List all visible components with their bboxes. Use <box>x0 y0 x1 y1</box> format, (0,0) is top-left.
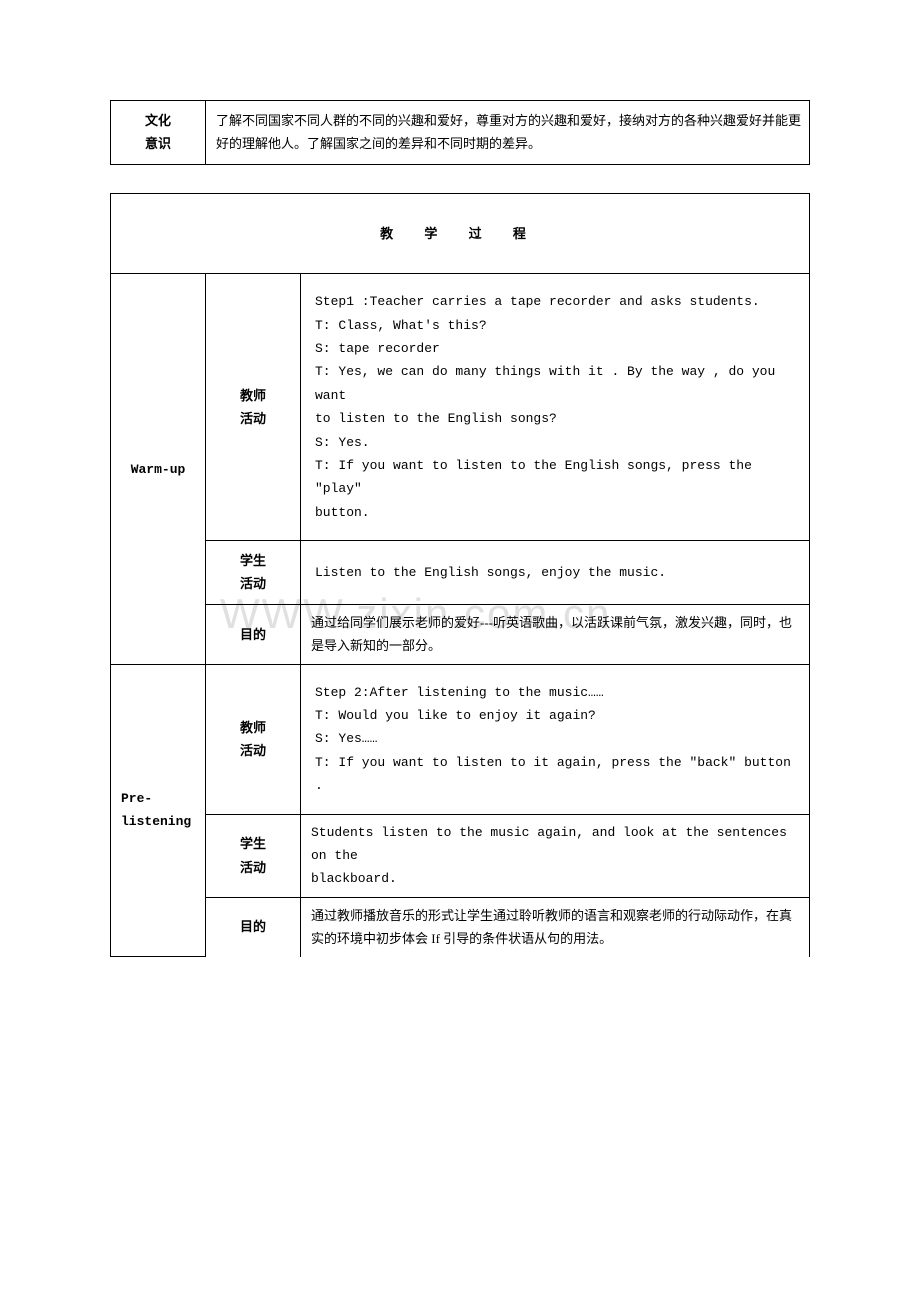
content-cell: 通过教师播放音乐的形式让学生通过聆听教师的语言和观察老师的行动际动作，在真实的环… <box>301 897 810 956</box>
line-text: Students listen to the music again, and … <box>311 821 803 868</box>
line-text: T: If you want to listen to it again, pr… <box>315 751 797 798</box>
sublabel-cell: 学生 活动 <box>206 541 301 605</box>
line-text: blackboard. <box>311 867 803 890</box>
table-row: 目的 通过教师播放音乐的形式让学生通过聆听教师的语言和观察老师的行动际动作，在真… <box>111 897 810 956</box>
sublabel-cell: 目的 <box>206 897 301 956</box>
label-text: 意识 <box>117 132 199 155</box>
content-text: 通过给同学们展示老师的爱好---听英语歌曲，以活跃课前气氛，激发兴趣，同时，也是… <box>311 615 792 653</box>
table-culture: 文化 意识 了解不同国家不同人群的不同的兴趣和爱好，尊重对方的兴趣和爱好，接纳对… <box>110 100 810 165</box>
sublabel-text: 学生 <box>212 549 294 572</box>
content-cell: Listen to the English songs, enjoy the m… <box>301 541 810 605</box>
line-text: Step1 :Teacher carries a tape recorder a… <box>315 290 797 313</box>
page-container: 文化 意识 了解不同国家不同人群的不同的兴趣和爱好，尊重对方的兴趣和爱好，接纳对… <box>0 0 920 997</box>
table-teaching-process: 教 学 过 程 Warm-up 教师 活动 Step1 :Teacher car… <box>110 193 810 957</box>
table-row: 学生 活动 Listen to the English songs, enjoy… <box>111 541 810 605</box>
line-text: S: Yes. <box>315 431 797 454</box>
line-text: Listen to the English songs, enjoy the m… <box>315 561 797 584</box>
section-name: listening <box>117 810 199 833</box>
sublabel-cell: 教师 活动 <box>206 664 301 814</box>
sublabel-cell: 学生 活动 <box>206 814 301 897</box>
line-text: T: Yes, we can do many things with it . … <box>315 360 797 407</box>
table-row: 教 学 过 程 <box>111 193 810 273</box>
line-text: T: Class, What's this? <box>315 314 797 337</box>
culture-content-cell: 了解不同国家不同人群的不同的兴趣和爱好，尊重对方的兴趣和爱好，接纳对方的各种兴趣… <box>206 101 810 165</box>
sublabel-cell: 教师 活动 <box>206 274 301 541</box>
sublabel-text: 学生 <box>212 832 294 855</box>
label-text: 文化 <box>117 109 199 132</box>
sublabel-cell: 目的 <box>206 604 301 664</box>
header-text: 教 学 过 程 <box>380 226 540 241</box>
sublabel-text: 教师 <box>212 716 294 739</box>
table-row: Warm-up 教师 活动 Step1 :Teacher carries a t… <box>111 274 810 541</box>
section-label-cell: Pre- listening <box>111 664 206 956</box>
content-text: 通过教师播放音乐的形式让学生通过聆听教师的语言和观察老师的行动际动作，在真实的环… <box>311 908 792 946</box>
line-text: S: tape recorder <box>315 337 797 360</box>
table-row: 目的 通过给同学们展示老师的爱好---听英语歌曲，以活跃课前气氛，激发兴趣，同时… <box>111 604 810 664</box>
sublabel-text: 目的 <box>212 915 294 938</box>
content-text: 了解不同国家不同人群的不同的兴趣和爱好，尊重对方的兴趣和爱好，接纳对方的各种兴趣… <box>216 113 801 151</box>
table-row: Pre- listening 教师 活动 Step 2:After listen… <box>111 664 810 814</box>
sublabel-text: 活动 <box>212 856 294 879</box>
culture-label-cell: 文化 意识 <box>111 101 206 165</box>
section-label-cell: Warm-up <box>111 274 206 664</box>
section-name: Warm-up <box>131 462 186 477</box>
line-text: Step 2:After listening to the music…… <box>315 681 797 704</box>
content-cell: Step 2:After listening to the music…… T:… <box>301 664 810 814</box>
content-cell: Students listen to the music again, and … <box>301 814 810 897</box>
section-name: Pre- <box>117 787 199 810</box>
table-row: 学生 活动 Students listen to the music again… <box>111 814 810 897</box>
header-cell: 教 学 过 程 <box>111 193 810 273</box>
line-text: T: Would you like to enjoy it again? <box>315 704 797 727</box>
sublabel-text: 活动 <box>212 572 294 595</box>
line-text: button. <box>315 501 797 524</box>
table-row: 文化 意识 了解不同国家不同人群的不同的兴趣和爱好，尊重对方的兴趣和爱好，接纳对… <box>111 101 810 165</box>
line-text: S: Yes…… <box>315 727 797 750</box>
sublabel-text: 目的 <box>212 623 294 646</box>
line-text: to listen to the English songs? <box>315 407 797 430</box>
line-text: T: If you want to listen to the English … <box>315 454 797 501</box>
sublabel-text: 活动 <box>212 407 294 430</box>
sublabel-text: 活动 <box>212 739 294 762</box>
content-cell: Step1 :Teacher carries a tape recorder a… <box>301 274 810 541</box>
sublabel-text: 教师 <box>212 384 294 407</box>
content-cell: 通过给同学们展示老师的爱好---听英语歌曲，以活跃课前气氛，激发兴趣，同时，也是… <box>301 604 810 664</box>
